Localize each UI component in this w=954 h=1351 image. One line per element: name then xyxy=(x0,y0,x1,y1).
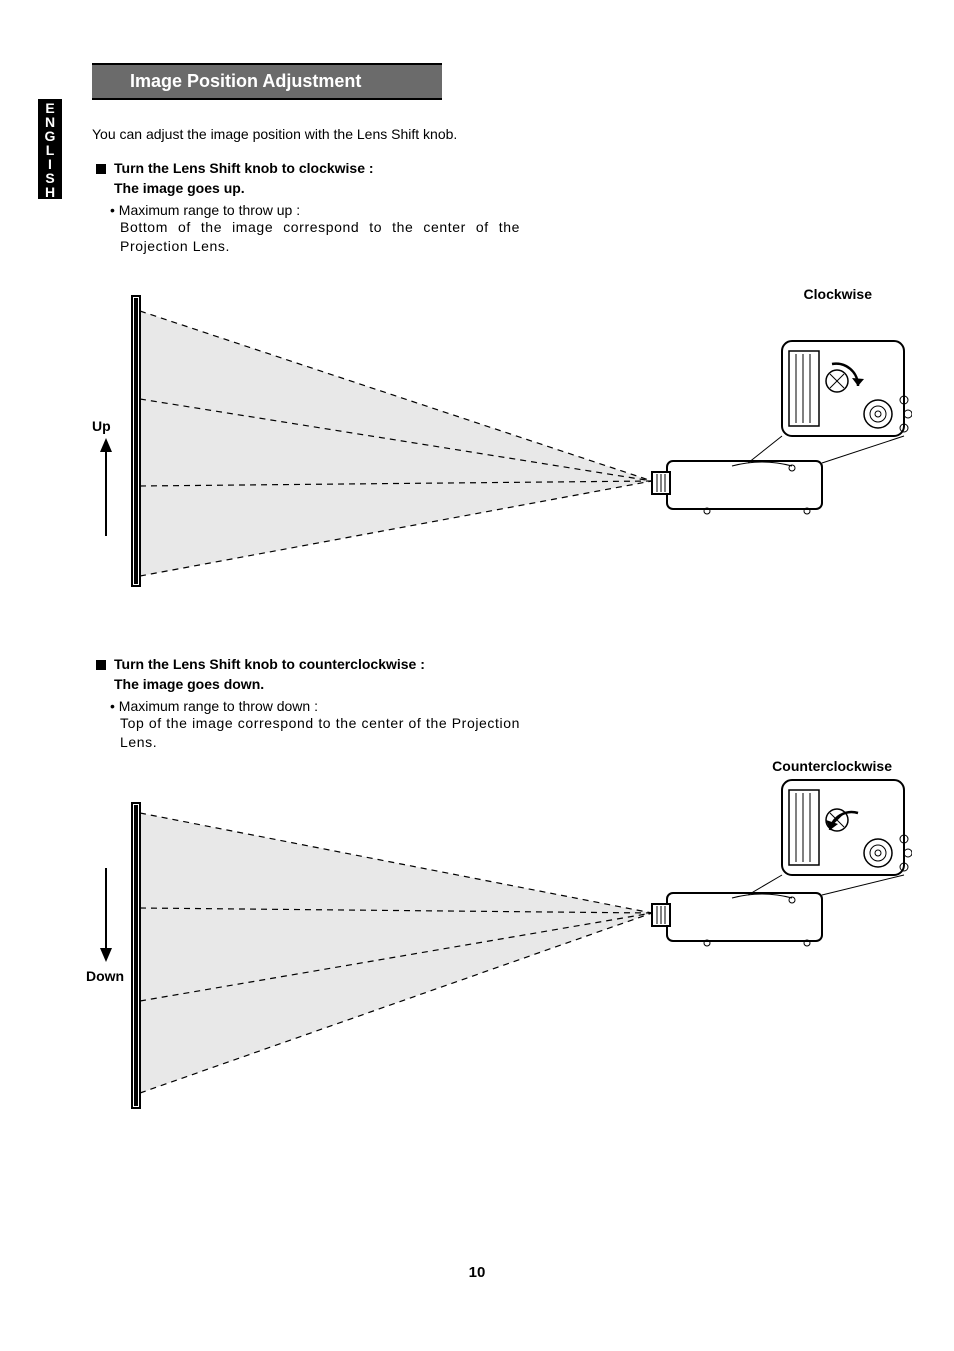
cw-note-label: • Maximum range to throw up : xyxy=(110,202,300,218)
ccw-title: Turn the Lens Shift knob to counterclock… xyxy=(114,656,425,672)
section-counterclockwise: Turn the Lens Shift knob to counterclock… xyxy=(92,656,914,1128)
intro-text: You can adjust the image position with t… xyxy=(92,126,914,142)
section-clockwise: Turn the Lens Shift knob to clockwise : … xyxy=(92,160,914,596)
projector-rear-panel-icon xyxy=(782,780,912,875)
ccw-subtitle: The image goes down. xyxy=(114,676,914,692)
projection-diagram-down-svg xyxy=(92,758,912,1128)
projector-rear-panel-icon xyxy=(782,341,912,436)
cw-subtitle: The image goes up. xyxy=(114,180,914,196)
diagram-up: Clockwise Up xyxy=(92,286,912,596)
knob-label-cw: Clockwise xyxy=(804,286,872,302)
projector-icon xyxy=(652,461,822,514)
ccw-note-label: • Maximum range to throw down : xyxy=(110,698,318,714)
direction-label-down: Down xyxy=(86,968,124,984)
page-number: 10 xyxy=(0,1264,954,1281)
cw-title: Turn the Lens Shift knob to clockwise : xyxy=(114,160,374,176)
page-content: Image Position Adjustment You can adjust… xyxy=(92,63,914,1138)
square-bullet-icon xyxy=(96,164,106,174)
diagram-down: Counterclockwise Down xyxy=(92,758,912,1128)
cw-note-desc: Bottom of the image correspond to the ce… xyxy=(120,218,520,256)
ccw-note-desc: Top of the image correspond to the cente… xyxy=(120,714,520,752)
projector-icon xyxy=(652,893,822,946)
projection-diagram-up-svg xyxy=(92,286,912,596)
square-bullet-icon xyxy=(96,660,106,670)
section-header: Image Position Adjustment xyxy=(92,63,442,100)
language-tab: ENGLISH xyxy=(38,99,62,199)
knob-label-ccw: Counterclockwise xyxy=(772,758,892,774)
direction-label-up: Up xyxy=(92,418,111,434)
